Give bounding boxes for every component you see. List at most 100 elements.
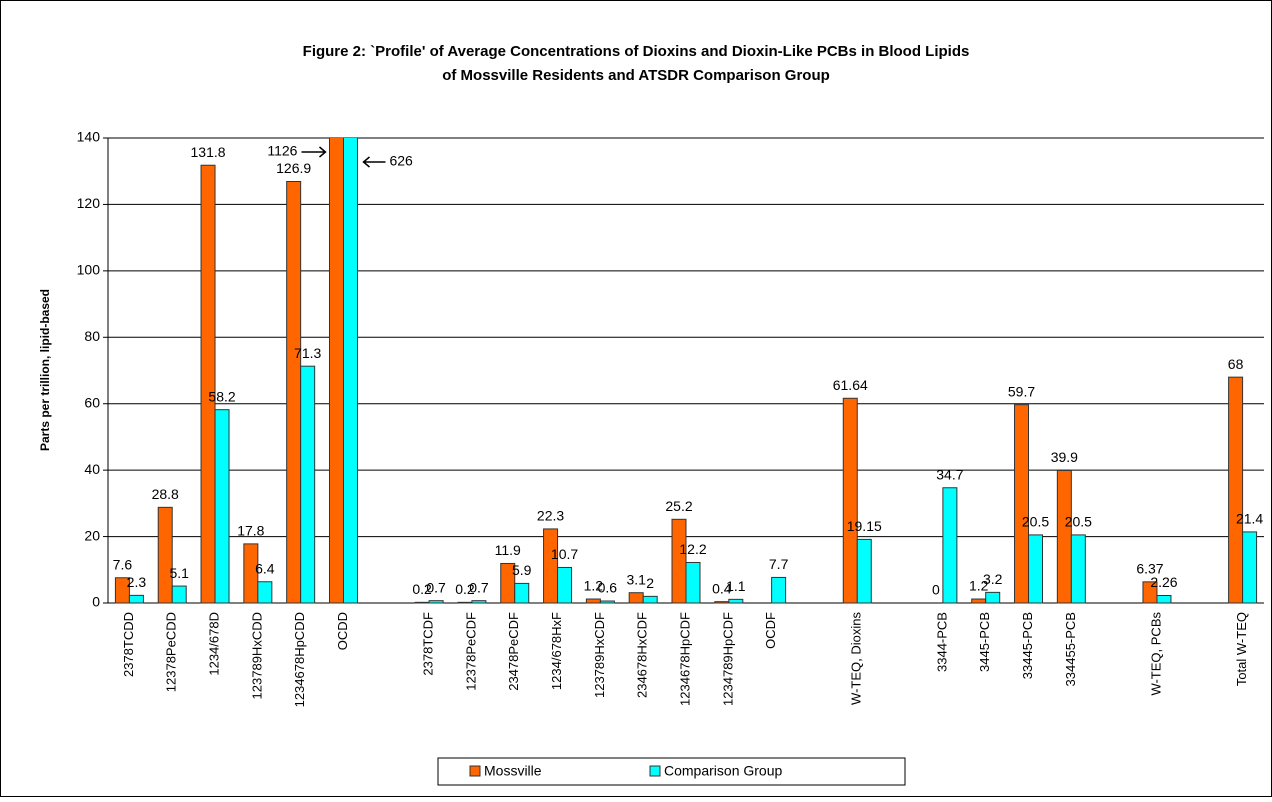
data-label: 39.9 xyxy=(1051,449,1078,465)
bar xyxy=(1142,581,1158,604)
x-tick-label: 123789HxCDD xyxy=(249,612,264,699)
data-label: 71.3 xyxy=(294,345,321,361)
bar xyxy=(328,138,344,604)
bar xyxy=(557,566,573,604)
legend xyxy=(437,757,906,786)
bar xyxy=(1014,404,1030,604)
chart-title: Figure 2: `Profile' of Average Concentra… xyxy=(303,43,970,60)
bar xyxy=(214,409,230,604)
bar xyxy=(286,181,302,604)
annotation-arrow xyxy=(362,156,386,168)
data-label: 61.64 xyxy=(833,377,868,393)
x-tick-label: 234678HxCDF xyxy=(635,612,650,698)
bar xyxy=(842,397,858,604)
annotation-arrow xyxy=(301,146,327,158)
y-tick-label: 140 xyxy=(77,129,101,145)
data-label: 20.5 xyxy=(1022,514,1049,530)
data-label: 25.2 xyxy=(665,498,692,514)
legend-label: Mossville xyxy=(484,763,542,779)
x-tick-label: 33445-PCB xyxy=(1020,612,1035,679)
x-tick-label: 2378TCDD xyxy=(121,612,136,677)
bar xyxy=(157,506,173,604)
bar xyxy=(414,601,430,604)
bar xyxy=(685,561,701,604)
bar xyxy=(942,487,958,604)
x-tick-label: OCDF xyxy=(763,612,778,649)
x-tick-label: OCDD xyxy=(335,612,350,650)
y-tick-label: 40 xyxy=(84,461,100,477)
bar xyxy=(1028,534,1044,604)
bar xyxy=(856,538,872,604)
bar xyxy=(128,594,144,604)
bar xyxy=(342,138,358,604)
bar xyxy=(514,582,530,604)
data-label: 131.8 xyxy=(191,144,226,160)
bar xyxy=(671,518,687,604)
data-label: 0 xyxy=(932,582,940,598)
x-tick-label: 3445-PCB xyxy=(977,612,992,672)
x-tick-label: W-TEQ, PCBs xyxy=(1148,612,1163,696)
x-tick-label: 1234678HpCDF xyxy=(677,612,692,706)
data-label: 28.8 xyxy=(152,486,179,502)
x-tick-label: 12378PeCDF xyxy=(463,612,478,691)
data-label: 68 xyxy=(1228,356,1244,372)
y-tick-label: 0 xyxy=(92,594,100,610)
legend-label: Comparison Group xyxy=(664,763,782,779)
x-tick-label: 23478PeCDF xyxy=(506,612,521,691)
bar xyxy=(642,595,658,604)
bar xyxy=(728,598,744,604)
bar xyxy=(300,365,316,604)
data-label: 6.37 xyxy=(1136,561,1163,577)
data-label: 0.7 xyxy=(469,579,489,595)
bar xyxy=(1156,594,1172,604)
bar xyxy=(985,591,1001,604)
bar xyxy=(771,576,787,604)
x-tick-label: 1234/678HxF xyxy=(549,612,564,690)
data-label: 5.9 xyxy=(512,562,532,578)
data-label: 34.7 xyxy=(936,466,963,482)
data-label: 5.1 xyxy=(169,565,189,581)
y-tick-label: 120 xyxy=(77,195,101,211)
chart-title: of Mossville Residents and ATSDR Compari… xyxy=(442,67,830,84)
bar xyxy=(457,601,473,604)
y-axis-title: Parts per trillion, lipid-based xyxy=(38,289,52,451)
y-tick-label: 20 xyxy=(84,527,100,543)
data-label: 20.5 xyxy=(1065,514,1092,530)
data-label: 59.7 xyxy=(1008,383,1035,399)
data-label: 2 xyxy=(646,575,654,591)
bar xyxy=(243,543,259,604)
y-tick-label: 60 xyxy=(84,394,100,410)
x-tick-label: 334455-PCB xyxy=(1063,612,1078,686)
bar xyxy=(714,601,730,604)
data-label: 17.8 xyxy=(237,523,264,539)
data-label: 1.1 xyxy=(726,578,746,594)
data-label: 22.3 xyxy=(537,508,564,524)
bar xyxy=(543,528,559,604)
bar xyxy=(971,598,987,604)
data-label: 2.3 xyxy=(127,574,147,590)
y-tick-label: 80 xyxy=(84,328,100,344)
data-label: 2.26 xyxy=(1150,574,1177,590)
data-label: 1126 xyxy=(267,143,297,159)
x-tick-label: Total W-TEQ xyxy=(1234,612,1249,686)
data-label: 1.2 xyxy=(584,578,604,594)
data-label: 11.9 xyxy=(495,542,521,558)
data-label: 12.2 xyxy=(679,541,706,557)
bar xyxy=(585,598,601,604)
x-tick-label: 3344-PCB xyxy=(934,612,949,672)
data-label: 21.4 xyxy=(1236,511,1263,527)
data-label: 0.4 xyxy=(712,580,732,596)
data-label: 10.7 xyxy=(551,546,578,562)
data-label: 3.1 xyxy=(626,571,646,587)
data-label: 7.6 xyxy=(113,556,133,572)
bar xyxy=(257,581,273,604)
bar xyxy=(599,600,615,604)
data-label: 7.7 xyxy=(769,556,789,572)
bar xyxy=(171,585,187,604)
x-tick-label: 1234789HpCDF xyxy=(720,612,735,706)
data-label: 0.7 xyxy=(426,579,446,595)
bar xyxy=(1070,534,1086,604)
x-tick-label: 2378TCDF xyxy=(421,612,436,676)
data-label: 0.2 xyxy=(412,581,432,597)
